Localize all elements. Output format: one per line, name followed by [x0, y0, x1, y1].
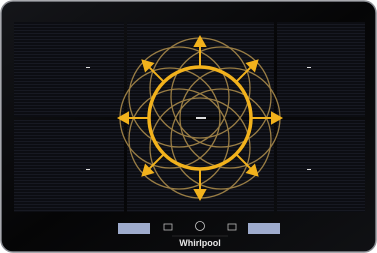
brand-logo: Whirlpool: [179, 238, 221, 248]
zone-marker: [86, 169, 90, 170]
zone: [277, 22, 365, 117]
zone: [14, 120, 124, 212]
zone-marker: [307, 67, 311, 68]
zone-marker: [307, 169, 311, 170]
zone-marker: [86, 67, 90, 68]
display: [248, 223, 280, 234]
display: [118, 223, 150, 234]
zone: [14, 22, 124, 117]
cooking-zones: [14, 22, 365, 212]
hob-image: Whirlpool: [0, 0, 377, 253]
zone: [277, 120, 365, 212]
zone-marker: [196, 117, 206, 119]
